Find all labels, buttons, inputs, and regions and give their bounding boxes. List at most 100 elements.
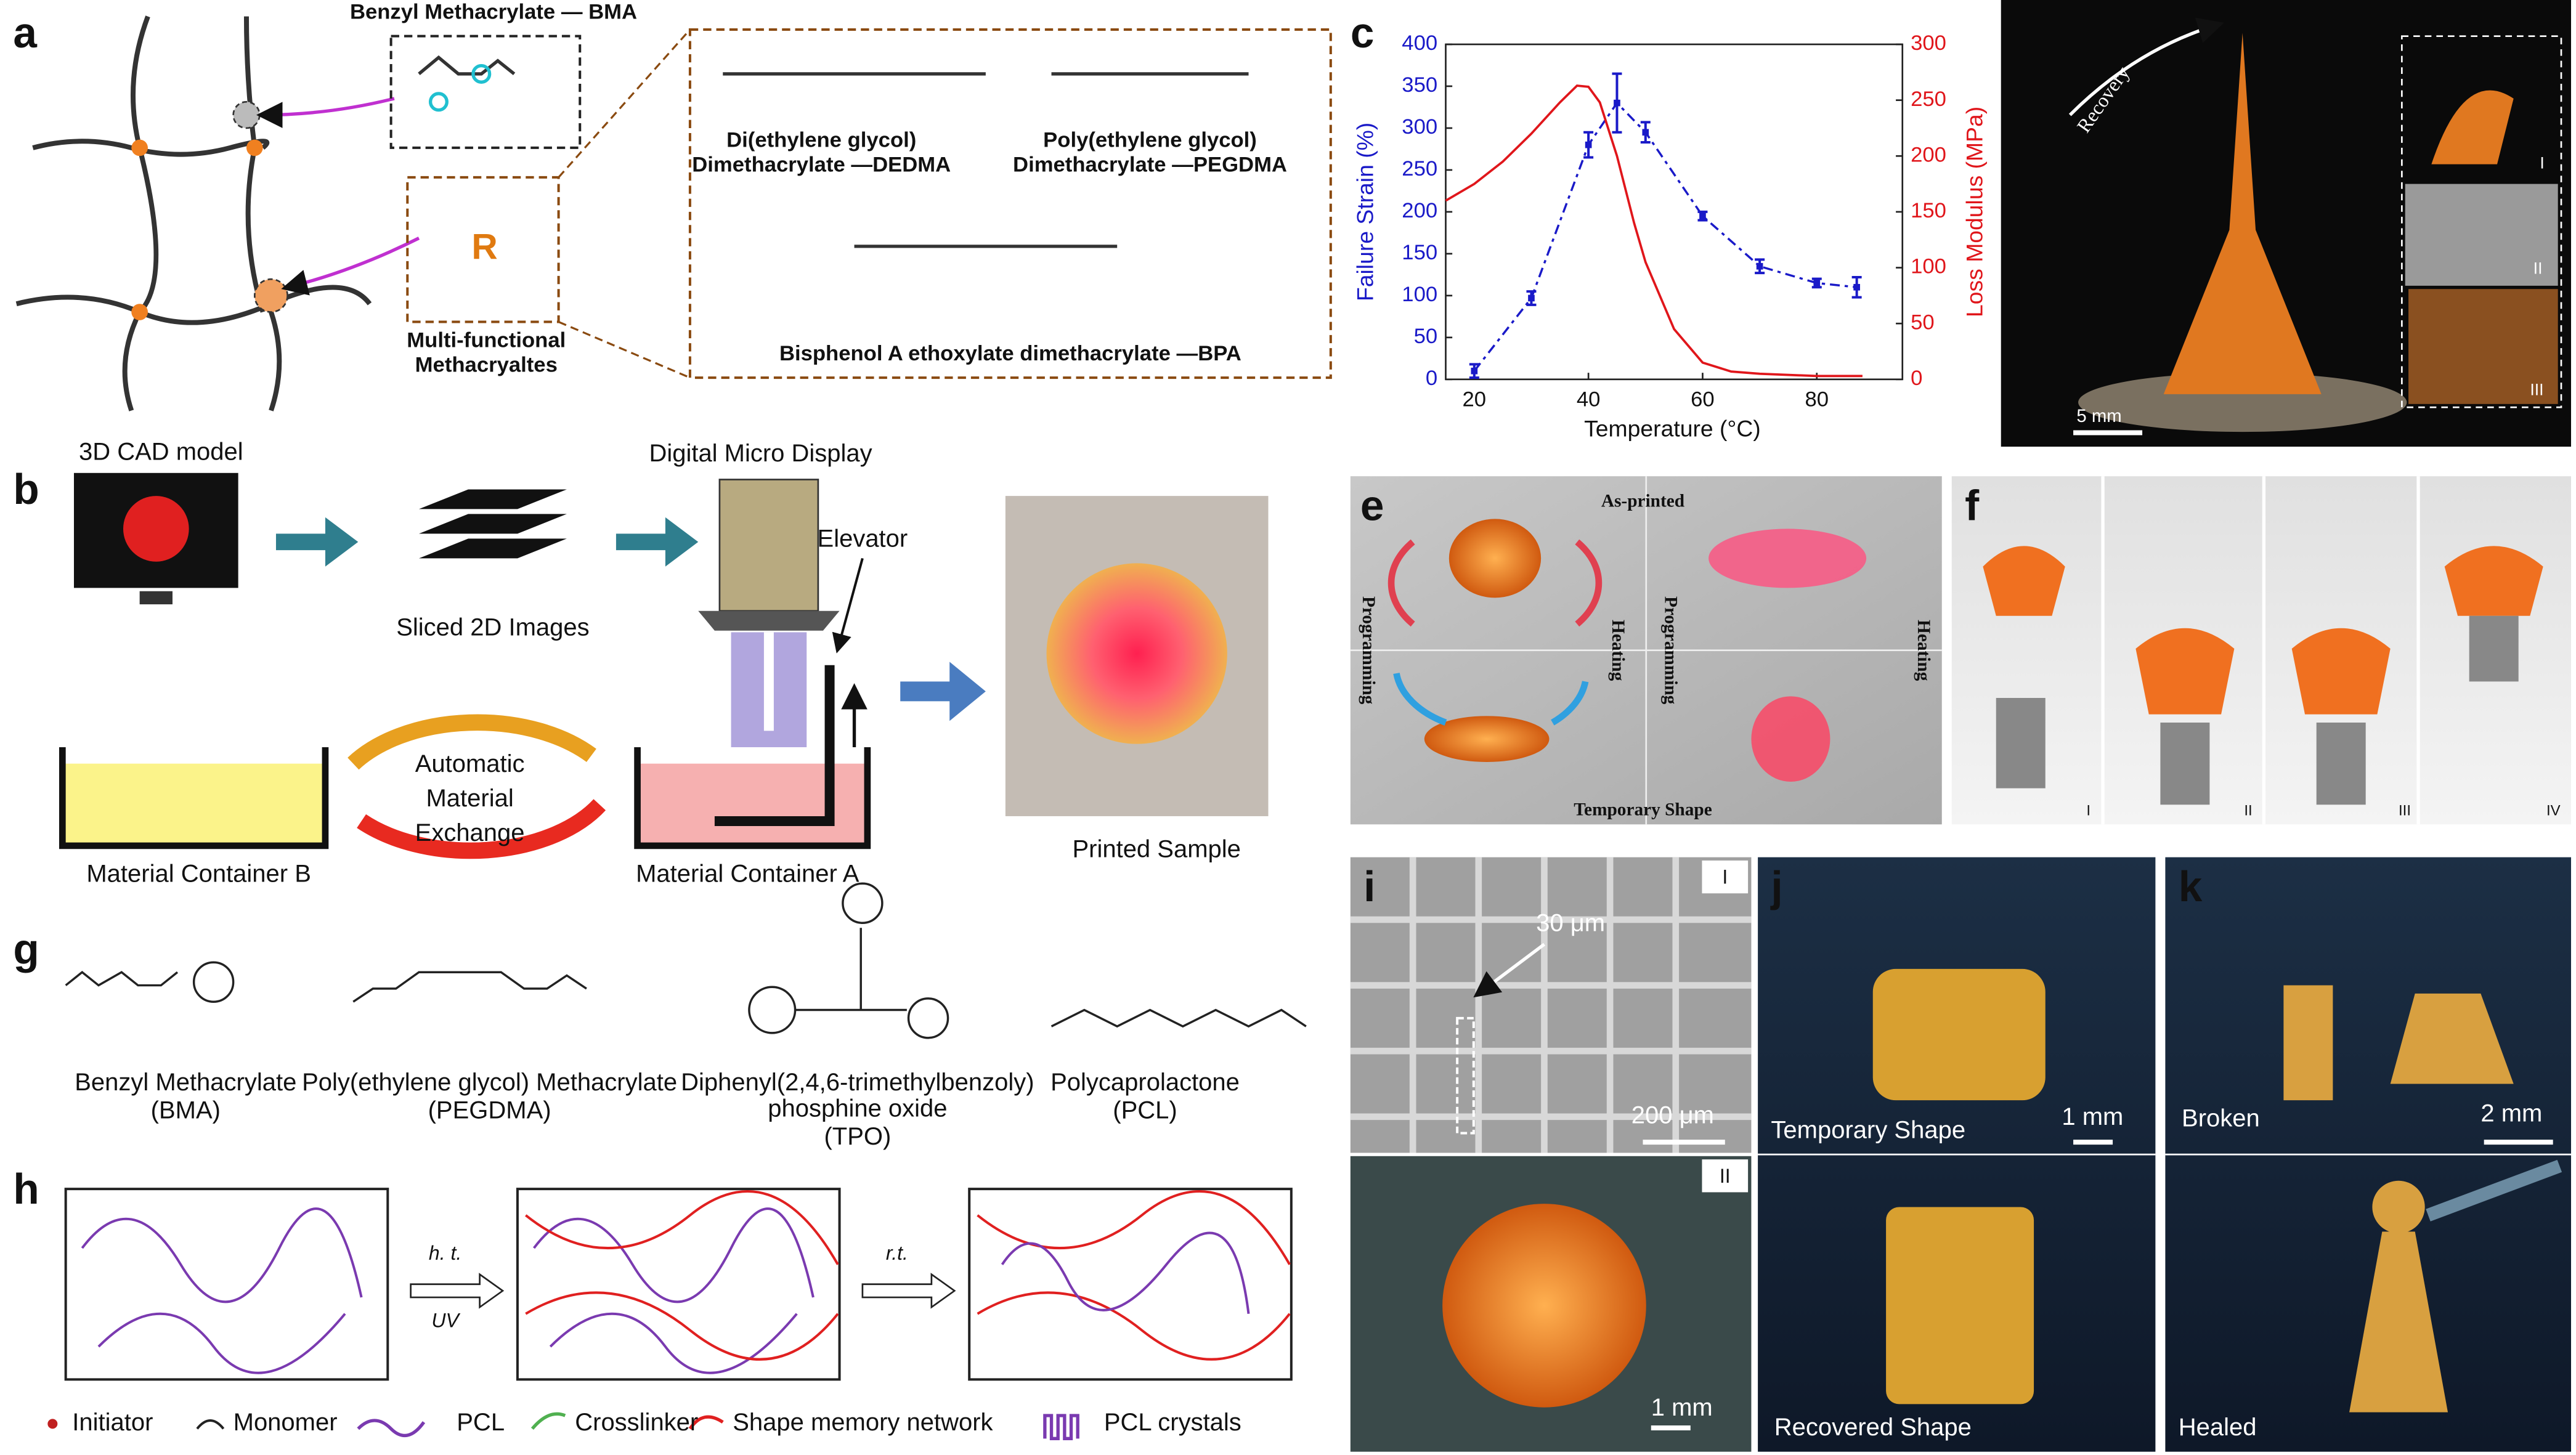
gripper (2135, 628, 2235, 715)
inset-label: II (2533, 259, 2543, 277)
ring (907, 997, 949, 1039)
structure (352, 971, 587, 1003)
lattice (1886, 1207, 2034, 1404)
label: r.t. (886, 1242, 908, 1264)
y2-tick-label: 100 (1911, 255, 1946, 278)
pcl-chain (532, 1207, 815, 1374)
slices (418, 489, 567, 559)
inset-frame (2401, 35, 2562, 408)
y-axis-label: Failure Strain (%) (1352, 123, 1378, 301)
box (64, 1188, 389, 1381)
container-a (634, 747, 871, 849)
scale-label: 1 mm (2062, 1103, 2123, 1130)
ring (748, 986, 797, 1034)
x-tick-label: 80 (1805, 388, 1829, 411)
point (1585, 141, 1592, 148)
photo (1951, 476, 2572, 825)
arrow (1575, 539, 1603, 627)
legend-label: Crosslinker (575, 1409, 698, 1436)
broken-piece (2283, 985, 2333, 1101)
y-tick-label: 150 (1402, 241, 1437, 264)
projector (718, 479, 819, 612)
lattice (1442, 1204, 1646, 1408)
y2-tick-label: 50 (1911, 310, 1935, 334)
compound-abbr: (PEGDMA) (428, 1096, 551, 1124)
crosslink (131, 139, 148, 156)
line (1445, 84, 1863, 378)
label: Methacryaltes (415, 354, 558, 377)
panel-label: g (13, 925, 39, 973)
panel-k: k Broken 2 mm Healed (2165, 857, 2572, 1452)
y-tick-label: 250 (1402, 157, 1437, 180)
panel-label: h (13, 1165, 39, 1213)
chain (243, 16, 258, 148)
box (406, 176, 560, 323)
compound-name: phosphine oxide (768, 1095, 947, 1122)
label: Material (426, 785, 513, 812)
compound-abbr: (BMA) (151, 1096, 221, 1124)
label: Multi-functional (407, 329, 566, 352)
label: Temporary Shape (1574, 800, 1712, 820)
legend-label: Initiator (72, 1409, 153, 1436)
x-axis-label: Temperature (°C) (1584, 415, 1761, 441)
label: Programming (1660, 596, 1680, 705)
label: h. t. (429, 1242, 461, 1264)
label: Material Container B (86, 860, 311, 887)
vat-b (62, 763, 325, 846)
crosslink (246, 139, 263, 156)
y-tick-label: 0 (1426, 367, 1437, 390)
compound-name: Polycaprolactone (1050, 1069, 1240, 1096)
legend-label: Shape memory network (733, 1409, 993, 1436)
ring (192, 961, 235, 1003)
chain (122, 310, 142, 411)
label: Elevator (818, 525, 908, 553)
label: Printed Sample (1072, 836, 1240, 863)
cad-flower (123, 496, 189, 562)
chain (32, 139, 270, 157)
tower (2163, 33, 2322, 394)
y-tick-label: 200 (1402, 199, 1437, 222)
y-tick-label: 350 (1402, 73, 1437, 97)
crosslink (131, 304, 148, 320)
arrow (410, 1273, 956, 1309)
flower (1424, 716, 1550, 762)
inset-label: I (2540, 154, 2544, 172)
line (1473, 101, 1857, 372)
atom (471, 63, 492, 84)
chain (137, 147, 159, 314)
scale-bar (2073, 430, 2143, 436)
y-tick-label: 100 (1402, 283, 1437, 306)
arrow (900, 662, 986, 721)
compound-abbr: (TPO) (824, 1123, 891, 1150)
scale-label: 2 mm (2481, 1100, 2542, 1127)
y2-tick-label: 300 (1911, 31, 1946, 55)
panel-label: k (2179, 862, 2203, 910)
y-tick-label: 300 (1402, 115, 1437, 139)
y2-tick-label: 150 (1911, 199, 1946, 222)
label: Recovered Shape (1774, 1414, 1972, 1441)
flower (1751, 696, 1830, 782)
y-tick-label: 400 (1402, 31, 1437, 55)
x-tick-label: 20 (1463, 388, 1487, 411)
broken-piece (2390, 993, 2514, 1084)
structure (1050, 1008, 1307, 1028)
panel-e: e As-printed Temporary Shape Programming… (1350, 476, 1942, 825)
pcl-chain (1001, 1231, 1250, 1314)
compound-name: Diphenyl(2,4,6-trimethylbenzoly) (681, 1069, 1034, 1096)
screw (2160, 723, 2210, 805)
step-label: IV (2546, 802, 2561, 819)
scale-bar (1651, 1425, 1691, 1431)
point (1756, 262, 1763, 270)
label: Poly(ethylene glycol) (1043, 128, 1257, 152)
panel-label: i (1363, 862, 1375, 910)
molecule (418, 55, 516, 76)
pointer (832, 557, 864, 654)
highlight (1456, 1016, 1475, 1135)
gripper (2291, 628, 2391, 715)
label: Bisphenol A ethoxylate dimethacrylate —B… (779, 342, 1241, 365)
inset-label: III (2530, 381, 2543, 399)
node (232, 100, 261, 129)
ring (842, 882, 884, 924)
y2-tick-label: 200 (1911, 143, 1946, 166)
